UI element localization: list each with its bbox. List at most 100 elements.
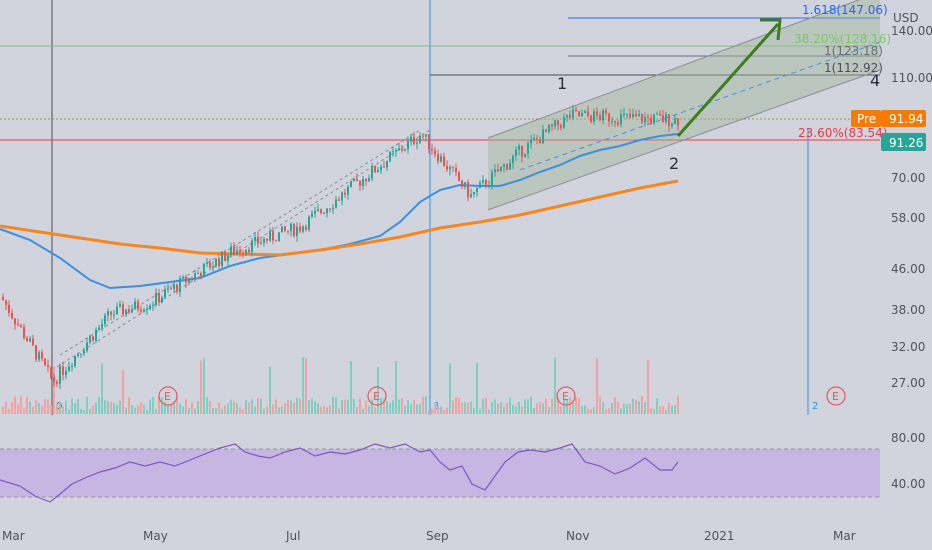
candle (317, 203, 319, 212)
earnings-marker-3[interactable] (556, 386, 576, 406)
rising-channel (487, 0, 881, 211)
price-tick-27: 27.00 (891, 376, 925, 390)
candle (566, 114, 568, 123)
volume-bar (113, 402, 115, 414)
candle (578, 111, 580, 118)
price-candles (2, 105, 679, 389)
candle (185, 274, 187, 289)
candle (164, 285, 166, 300)
candle (677, 117, 679, 132)
volume-bar (440, 406, 442, 414)
candle (575, 106, 577, 112)
candle (530, 135, 532, 149)
candle (41, 349, 43, 362)
candle (659, 110, 661, 117)
volume-bar (674, 405, 676, 414)
time-tick-mar: Mar (2, 529, 25, 543)
volume-bar (473, 408, 475, 414)
volume-bar (485, 397, 487, 414)
candle (263, 236, 265, 247)
volume-bar (398, 399, 400, 414)
volume-bar (653, 409, 655, 414)
candle (641, 113, 643, 124)
volume-bar (179, 403, 181, 414)
volume-bar (296, 397, 298, 414)
volume-bar (470, 401, 472, 414)
volume-bar (53, 366, 55, 414)
volume-bar (383, 398, 385, 414)
candle (419, 132, 421, 145)
candle (290, 222, 292, 237)
candle (158, 288, 160, 306)
volume-bar (650, 408, 652, 414)
candle (155, 288, 157, 308)
volume-bar (602, 402, 604, 414)
volume-bar (71, 398, 73, 414)
volume-bar (554, 357, 556, 414)
volume-bar (95, 402, 97, 414)
candle (308, 215, 310, 232)
volume-bar (425, 396, 427, 414)
candle (536, 135, 538, 145)
candle (560, 123, 562, 131)
candle (365, 178, 367, 186)
candle (209, 258, 211, 269)
volume-bar (617, 401, 619, 414)
earnings-marker-4[interactable] (826, 386, 846, 406)
volume-bar (314, 401, 316, 414)
candle (236, 245, 238, 256)
volume-bar (167, 405, 169, 414)
candle (305, 224, 307, 232)
candle (353, 177, 355, 182)
candle (518, 143, 520, 156)
candle (527, 141, 529, 159)
candle (377, 166, 379, 173)
volume-bar (569, 397, 571, 414)
volume-bar (212, 407, 214, 414)
volume-bar (131, 405, 133, 414)
volume-bar (182, 406, 184, 414)
candle (167, 283, 169, 294)
volume-bar (146, 409, 148, 414)
price-axis[interactable]: USD 140.00 110.00 70.00 58.00 46.00 38.0… (851, 11, 932, 390)
candle (251, 237, 253, 257)
volume-bar (326, 407, 328, 414)
volume-bar (542, 403, 544, 414)
candle (176, 283, 178, 295)
currency-label: USD (893, 11, 919, 25)
candle (203, 262, 205, 277)
volume-bar (233, 401, 235, 414)
volume-bar (221, 408, 223, 414)
candle (293, 223, 295, 238)
volume-bar (89, 408, 91, 414)
candle (143, 307, 145, 313)
earnings-marker-1[interactable] (158, 386, 178, 406)
candle (299, 222, 301, 234)
candle (47, 359, 49, 372)
earnings-marker-2[interactable] (367, 386, 387, 406)
candle (350, 181, 352, 188)
earnings-marker-4-label: E (832, 390, 839, 403)
candle (59, 363, 61, 389)
volume-bar (587, 408, 589, 414)
candle (116, 302, 118, 315)
volume-bar (533, 407, 535, 414)
candle (434, 146, 436, 158)
volume-bar (41, 406, 43, 414)
volume-bar (437, 406, 439, 414)
candle (77, 352, 79, 358)
candle (491, 169, 493, 190)
time-tick-sep: Sep (426, 529, 449, 543)
candle (395, 148, 397, 157)
volume-bar (449, 363, 451, 414)
volume-bar (503, 406, 505, 414)
volume-bar (491, 401, 493, 414)
volume-bar (134, 407, 136, 414)
candle (14, 318, 16, 330)
volume-bar (593, 407, 595, 414)
volume-bar (236, 403, 238, 414)
time-axis[interactable]: Mar May Jul Sep Nov 2021 Mar (2, 529, 856, 543)
price-tick-140: 140.00 (891, 24, 932, 38)
candle (62, 361, 64, 381)
